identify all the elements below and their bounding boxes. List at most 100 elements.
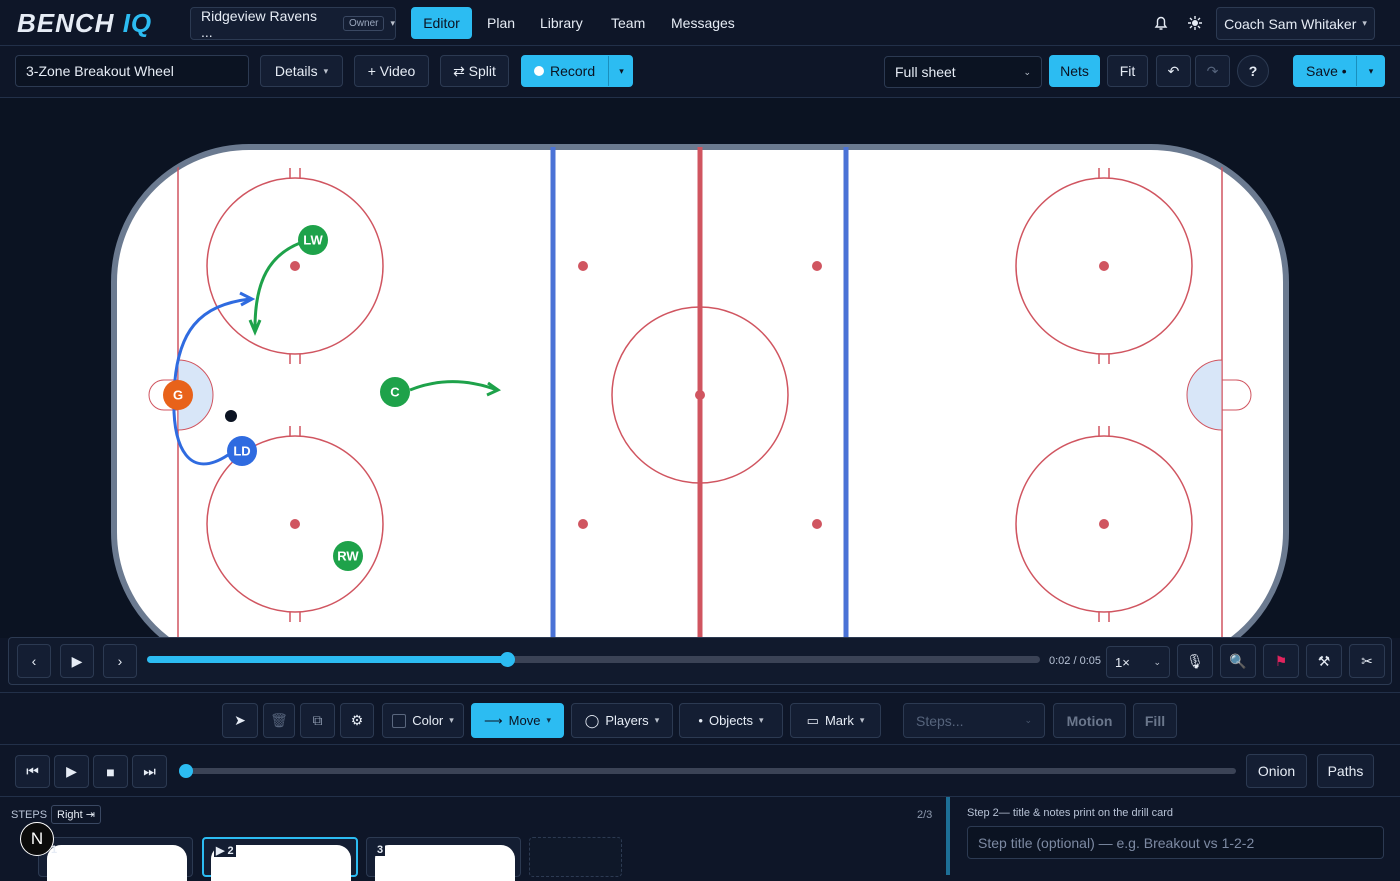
video-button[interactable]: + Video [354, 55, 429, 87]
record-button[interactable]: Record ▾ [521, 55, 633, 87]
step-number: ▶ 2 [214, 844, 236, 857]
cut-button[interactable]: ✂ [1349, 644, 1385, 678]
toolbar: 3-Zone Breakout Wheel Details ▾ + Video ⇄… [0, 46, 1400, 98]
nav-tab[interactable]: Team [611, 15, 646, 31]
button-label: Record [550, 63, 596, 79]
player-label: C [390, 384, 400, 399]
player-label: LD [233, 443, 250, 458]
undo-button[interactable]: ↶ [1156, 55, 1191, 87]
steps-panel: STEPS Right ⇥ 2/3 1 ▶ 2 3 N [0, 797, 946, 881]
time-display: 0:02 / 0:05 [1049, 655, 1101, 667]
button-label: Players [605, 713, 649, 728]
tools-row: ➤ 🗑 ⧉ ⚙ Color ▾ ⟶ Move ▾ ◯ Players ▾ • Objects… [0, 692, 1400, 745]
step-number: 1 [51, 844, 58, 856]
step-card[interactable]: ▶ 2 [202, 837, 358, 881]
nets-toggle[interactable]: Nets [1049, 55, 1100, 87]
select-value: Steps... [916, 712, 964, 729]
drill-name-input[interactable]: 3-Zone Breakout Wheel [15, 55, 249, 87]
nav-tab[interactable]: Plan [487, 15, 516, 31]
theme-icon[interactable] [1187, 15, 1203, 31]
steps-label: STEPS [11, 809, 48, 821]
copy-tool[interactable]: ⧉ [300, 703, 335, 738]
progress-track[interactable] [147, 652, 1040, 667]
rink-markings [148, 147, 1252, 638]
player-label: LW [303, 232, 323, 247]
motion-button[interactable]: Motion [1053, 703, 1126, 738]
help-button[interactable]: ? [1237, 55, 1269, 87]
select-value: Full sheet [895, 64, 956, 80]
save-button[interactable]: Save • ▾ [1293, 55, 1385, 87]
add-step[interactable] [529, 837, 622, 877]
fit-button[interactable]: Fit [1107, 55, 1148, 87]
onion-toggle[interactable]: Onion [1246, 754, 1307, 788]
button-label: Details [274, 63, 318, 79]
steps-select[interactable]: Steps... ⌄ [903, 703, 1045, 738]
mark-menu[interactable]: ▭ Mark ▾ [790, 703, 881, 738]
team-select[interactable]: Ridgeview Ravens ... Owner ▾ [190, 7, 396, 40]
player-token[interactable] [298, 225, 328, 255]
timeline-row: ⏮ ▶ ■ ⏭ Onion Paths [0, 745, 1400, 797]
button-label: Save • [1306, 63, 1347, 79]
nav-tab[interactable]: Editor [411, 7, 472, 39]
stop-button[interactable]: ■ [93, 755, 128, 788]
delete-tool[interactable]: 🗑 [263, 703, 295, 738]
dev-badge[interactable]: N [20, 822, 54, 856]
player-label: G [173, 387, 183, 402]
play-button[interactable]: ▶ [54, 755, 89, 788]
split-button[interactable]: ⇄ Split [440, 55, 509, 87]
user-menu[interactable]: Coach Sam Whitaker ▾ [1216, 7, 1375, 40]
team-name: Ridgeview Ravens ... [201, 7, 317, 40]
logo-mark: IQ [122, 8, 153, 38]
nav-tab[interactable]: Messages [671, 15, 735, 31]
player-token[interactable] [380, 377, 410, 407]
logo[interactable]: BENCH IQ [17, 8, 152, 39]
step-count: 2/3 [917, 809, 933, 821]
step-title-input[interactable]: Step title (optional) — e.g. Breakout vs… [967, 826, 1384, 859]
user-name: Coach Sam Whitaker [1224, 15, 1357, 32]
button-label: Color [412, 713, 444, 728]
player-token[interactable] [227, 436, 257, 466]
zoom-button[interactable]: 🔍 [1220, 644, 1256, 678]
bell-icon[interactable] [1152, 14, 1170, 32]
tool-button[interactable]: ⚒ [1306, 644, 1342, 678]
first-button[interactable]: ⏮ [15, 755, 50, 788]
prev-button[interactable]: ‹ [17, 644, 51, 678]
paths-toggle[interactable]: Paths [1317, 754, 1374, 788]
next-button[interactable]: › [103, 644, 137, 678]
step-notes: Step 2— title & notes print on the drill… [950, 797, 1400, 875]
step-number: 3 [375, 844, 386, 856]
player-token[interactable] [333, 541, 363, 571]
button-label: Mark [824, 713, 854, 728]
select-tool[interactable]: ➤ [222, 703, 258, 738]
redo-button[interactable]: ↷ [1195, 55, 1230, 87]
flag-button[interactable]: ⚑ [1263, 644, 1299, 678]
player-token[interactable] [163, 380, 193, 410]
color-menu[interactable]: Color ▾ [382, 703, 464, 738]
sheet-select[interactable]: Full sheet ⌄ [884, 56, 1042, 88]
objects-menu[interactable]: • Objects ▾ [679, 703, 783, 738]
notes-heading: Step 2— title & notes print on the drill… [967, 807, 1174, 819]
mic-button[interactable]: 🎙 [1177, 644, 1213, 678]
select-value: 1× [1115, 654, 1130, 670]
play-button[interactable]: ▶ [60, 644, 94, 678]
role-badge: Owner [343, 16, 385, 31]
step-card[interactable]: 1 [38, 837, 193, 881]
step-card[interactable]: 3 [366, 837, 521, 881]
last-button[interactable]: ⏭ [132, 755, 167, 788]
direction-toggle[interactable]: Right ⇥ [51, 805, 101, 824]
panel-divider [946, 797, 950, 875]
details-button[interactable]: Details ▾ [260, 55, 343, 87]
speed-select[interactable]: 1× ⌄ [1106, 646, 1170, 678]
nav-tab[interactable]: Library [540, 15, 583, 31]
rink-canvas: LW G C LD RW [0, 98, 1400, 638]
fill-button[interactable]: Fill [1133, 703, 1177, 738]
timeline-track[interactable] [179, 764, 1236, 778]
puck [225, 410, 237, 422]
settings-tool[interactable]: ⚙ [340, 703, 374, 738]
button-label: Move [508, 713, 541, 728]
logo-word: BENCH [17, 8, 115, 38]
players-menu[interactable]: ◯ Players ▾ [571, 703, 673, 738]
move-tool[interactable]: ⟶ Move ▾ [471, 703, 564, 738]
top-nav: BENCH IQ Ridgeview Ravens ... Owner ▾ Edit… [0, 0, 1400, 46]
